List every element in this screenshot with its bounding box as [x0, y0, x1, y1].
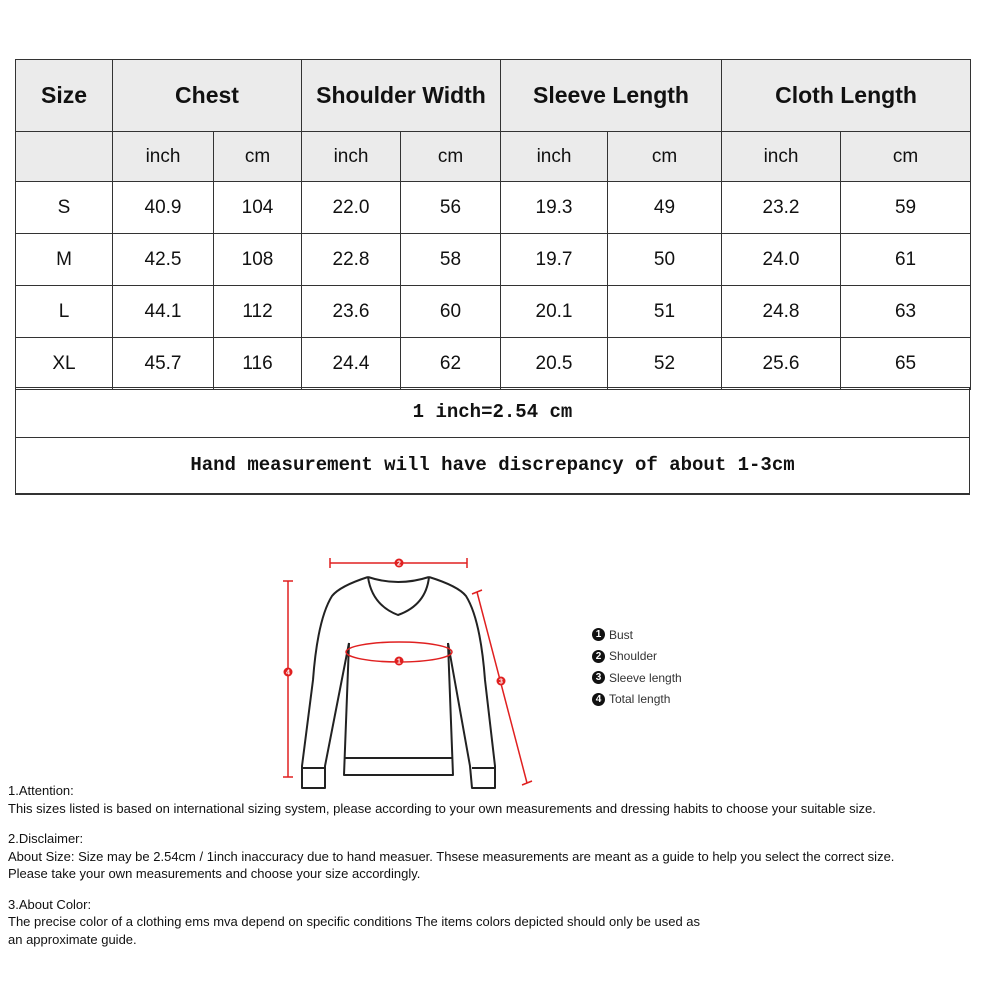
unit-cell: inch	[112, 131, 214, 182]
value-cell: 58	[400, 233, 501, 286]
value-cell: 52	[607, 337, 722, 390]
note-attention: 1.Attention: This sizes listed is based o…	[8, 783, 876, 816]
marker-1: 1	[394, 656, 404, 666]
measurement-lines	[283, 558, 533, 786]
value-cell: 44.1	[112, 285, 214, 338]
value-cell: 104	[213, 181, 302, 234]
size-cell: S	[15, 181, 113, 234]
table-row: M 42.5 108 22.8 58 19.7 50 24.0 61	[15, 233, 972, 286]
value-cell: 112	[213, 285, 302, 338]
value-cell: 65	[839, 337, 972, 390]
unit-blank	[15, 131, 113, 182]
unit-cell: inch	[301, 131, 401, 182]
value-cell: 22.8	[301, 233, 401, 286]
value-cell: 24.8	[721, 285, 841, 338]
svg-text:3: 3	[499, 679, 503, 686]
unit-cell: cm	[607, 131, 722, 182]
table-row: XL 45.7 116 24.4 62 20.5 52 25.6 65	[15, 337, 972, 390]
value-cell: 19.3	[500, 181, 608, 234]
size-cell: XL	[15, 337, 113, 390]
svg-text:1: 1	[397, 659, 401, 666]
value-cell: 23.2	[721, 181, 841, 234]
value-cell: 20.5	[500, 337, 608, 390]
conversion-note: 1 inch=2.54 cm	[15, 387, 970, 438]
value-cell: 23.6	[301, 285, 401, 338]
unit-cell: inch	[721, 131, 841, 182]
legend-item-sleeve-length: 3 Sleeve length	[592, 667, 682, 689]
diagram-legend: 1 Bust 2 Shoulder 3 Sleeve length 4 Total le…	[592, 624, 682, 710]
svg-text:2: 2	[397, 561, 401, 568]
marker-4: 4	[283, 667, 293, 677]
value-cell: 24.0	[721, 233, 841, 286]
value-cell: 45.7	[112, 337, 214, 390]
value-cell: 108	[213, 233, 302, 286]
value-cell: 62	[400, 337, 501, 390]
value-cell: 24.4	[301, 337, 401, 390]
svg-text:4: 4	[286, 670, 290, 677]
unit-cell: cm	[213, 131, 302, 182]
value-cell: 40.9	[112, 181, 214, 234]
sweater-outline	[301, 576, 496, 789]
sweater-measurement-diagram: 2 4 3 1	[283, 558, 533, 789]
value-cell: 51	[607, 285, 722, 338]
header-cloth-length: Cloth Length	[720, 59, 972, 132]
note-disclaimer: 2.Disclaimer: About Size: Size may be 2.5…	[8, 831, 895, 881]
table-row: L 44.1 112 23.6 60 20.1 51 24.8 63	[15, 285, 972, 338]
value-cell: 19.7	[500, 233, 608, 286]
value-cell: 60	[400, 285, 501, 338]
legend-item-bust: 1 Bust	[592, 624, 682, 646]
legend-item-total-length: 4 Total length	[592, 689, 682, 711]
header-chest: Chest	[112, 59, 302, 132]
header-size: Size	[15, 59, 113, 132]
value-cell: 42.5	[112, 233, 214, 286]
value-cell: 116	[213, 337, 302, 390]
notes-section: 1.Attention: This sizes listed is based o…	[8, 782, 894, 961]
value-cell: 49	[607, 181, 722, 234]
value-cell: 61	[839, 233, 972, 286]
size-cell: M	[15, 233, 113, 286]
header-row: Size Chest Shoulder Width Sleeve Length …	[15, 59, 972, 132]
unit-cell: cm	[839, 131, 972, 182]
marker-2: 2	[394, 558, 404, 568]
value-cell: 50	[607, 233, 722, 286]
value-cell: 56	[400, 181, 501, 234]
marker-3: 3	[496, 676, 506, 686]
unit-row: inch cm inch cm inch cm inch cm	[15, 131, 972, 182]
header-sleeve-length: Sleeve Length	[500, 59, 722, 132]
legend-item-shoulder: 2 Shoulder	[592, 646, 682, 668]
unit-cell: cm	[400, 131, 501, 182]
unit-cell: inch	[500, 131, 608, 182]
size-chart-table: Size Chest Shoulder Width Sleeve Length …	[15, 59, 972, 390]
value-cell: 25.6	[721, 337, 841, 390]
header-shoulder-width: Shoulder Width	[301, 59, 501, 132]
value-cell: 59	[839, 181, 972, 234]
value-cell: 22.0	[301, 181, 401, 234]
table-row: S 40.9 104 22.0 56 19.3 49 23.2 59	[15, 181, 972, 234]
size-cell: L	[15, 285, 113, 338]
discrepancy-note: Hand measurement will have discrepancy o…	[15, 437, 970, 495]
value-cell: 20.1	[500, 285, 608, 338]
note-color: 3.About Color: The precise color of a clo…	[8, 896, 701, 947]
value-cell: 63	[839, 285, 972, 338]
